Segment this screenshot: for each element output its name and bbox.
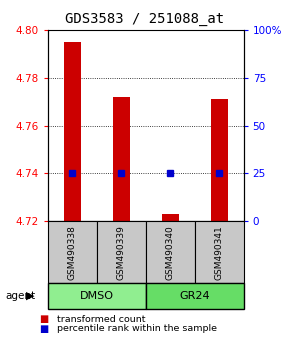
Text: percentile rank within the sample: percentile rank within the sample <box>57 324 217 333</box>
Text: ■: ■ <box>39 324 48 334</box>
Bar <box>64 42 81 221</box>
Text: agent: agent <box>6 291 36 301</box>
Bar <box>113 97 130 221</box>
Text: GSM490338: GSM490338 <box>68 225 77 280</box>
Text: GSM490341: GSM490341 <box>215 225 224 280</box>
Text: ■: ■ <box>39 314 48 324</box>
Text: GSM490340: GSM490340 <box>166 225 175 280</box>
Text: GR24: GR24 <box>179 291 210 301</box>
Text: GDS3583 / 251088_at: GDS3583 / 251088_at <box>66 12 224 27</box>
Text: GSM490339: GSM490339 <box>117 225 126 280</box>
Text: ▶: ▶ <box>26 291 35 301</box>
Text: transformed count: transformed count <box>57 315 145 324</box>
Bar <box>211 99 228 221</box>
Text: DMSO: DMSO <box>80 291 114 301</box>
Bar <box>162 214 179 221</box>
